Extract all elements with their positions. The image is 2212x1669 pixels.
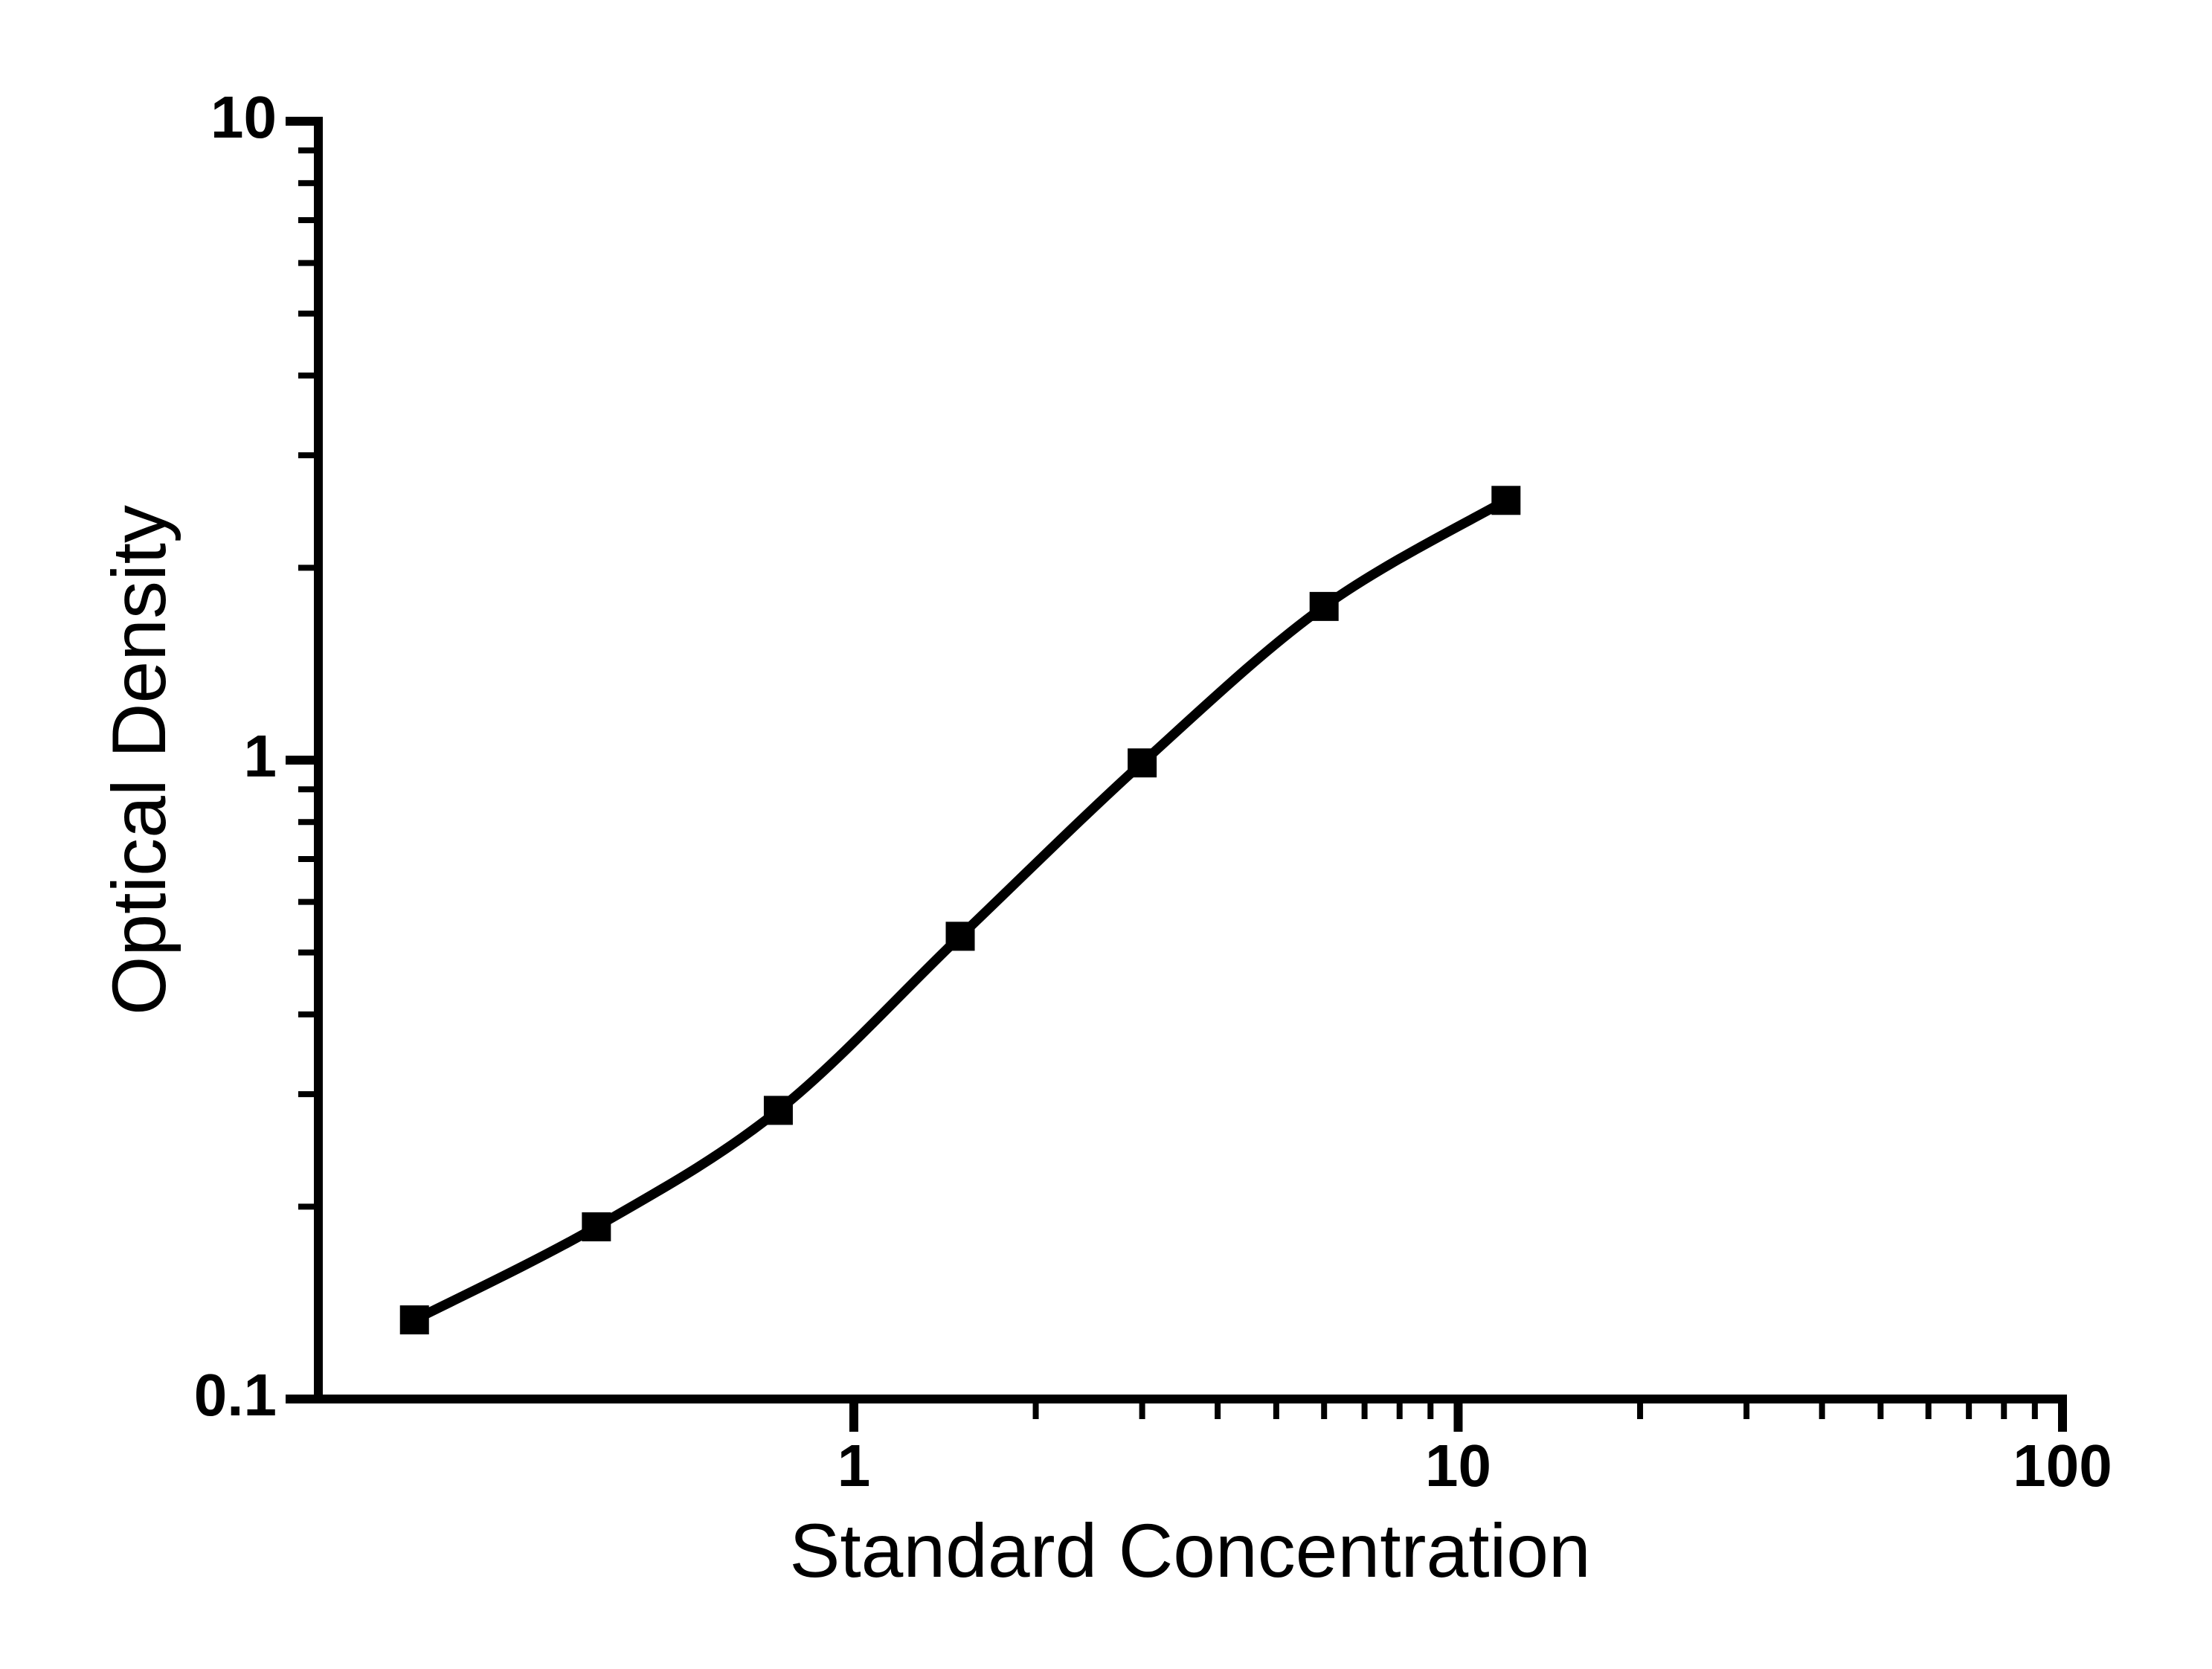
x-tick-label-100: 100 <box>2013 1432 2112 1499</box>
data-point-marker-3 <box>945 922 975 951</box>
y-tick-label-1: 1 <box>244 723 277 789</box>
data-point-marker-5 <box>1309 591 1339 621</box>
x-tick-label-10: 10 <box>1425 1432 1491 1499</box>
y-tick-label-10: 10 <box>210 84 277 150</box>
axes-layer <box>314 117 2067 1403</box>
ticks-layer <box>286 117 2067 1432</box>
tick-labels-layer: 1 10 100 0.1 1 10 <box>194 84 2112 1499</box>
data-point-marker-4 <box>1128 748 1157 778</box>
x-tick-label-1: 1 <box>837 1432 871 1499</box>
data-point-marker-2 <box>763 1096 793 1125</box>
y-tick-label-0.1: 0.1 <box>194 1362 277 1428</box>
series-curve-0 <box>412 496 1509 1325</box>
data-point-marker-1 <box>582 1212 611 1241</box>
data-point-marker-6 <box>1491 486 1521 515</box>
data-point-marker-0 <box>399 1305 429 1335</box>
series-layer <box>399 486 1521 1335</box>
y-axis-title: Optical Density <box>97 505 181 1015</box>
x-axis-title: Standard Concentration <box>789 1508 1590 1593</box>
